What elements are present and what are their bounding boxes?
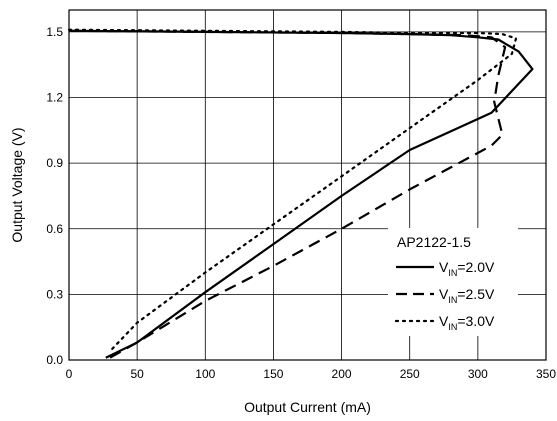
- x-tick-label: 250: [400, 367, 420, 381]
- legend-label-2: VIN=2.5V: [439, 286, 495, 305]
- x-tick-label: 0: [66, 367, 73, 381]
- plot-frame: [68, 9, 547, 361]
- x-tick-label: 200: [332, 367, 352, 381]
- legend: AP2122-1.5 VIN=2.0V VIN=2.5V VIN=3.0V: [388, 228, 518, 336]
- legend-box: [388, 228, 518, 336]
- y-tick-label: 1.2: [46, 91, 63, 105]
- y-tick-label: 0.9: [46, 156, 63, 170]
- x-axis-label: Output Current (mA): [244, 399, 371, 415]
- y-tick-label: 0.6: [46, 222, 63, 236]
- x-tick-label: 350: [536, 367, 556, 381]
- tick-labels: 0 50 100 150 200 250 300 350 0.0 0.3 0.6 0.9 1.2 1.5: [46, 25, 556, 381]
- legend-title: AP2122-1.5: [397, 234, 471, 250]
- x-tick-label: 100: [195, 367, 215, 381]
- y-tick-label: 0.3: [46, 287, 63, 301]
- series-line-3: [67, 28, 518, 353]
- series-line-2: [68, 29, 507, 361]
- x-tick-label: 150: [263, 367, 283, 381]
- legend-label-3: VIN=3.0V: [439, 313, 495, 332]
- series: [67, 28, 534, 361]
- y-tick-label: 1.5: [46, 25, 63, 39]
- x-tick-label: 50: [130, 367, 144, 381]
- legend-label-1: VIN=2.0V: [439, 259, 495, 278]
- y-axis-label: Output Voltage (V): [9, 127, 25, 242]
- x-tick-label: 300: [468, 367, 488, 381]
- legend-entries: VIN=2.0V VIN=2.5V VIN=3.0V: [394, 259, 495, 332]
- y-tick-label: 0.0: [46, 353, 63, 367]
